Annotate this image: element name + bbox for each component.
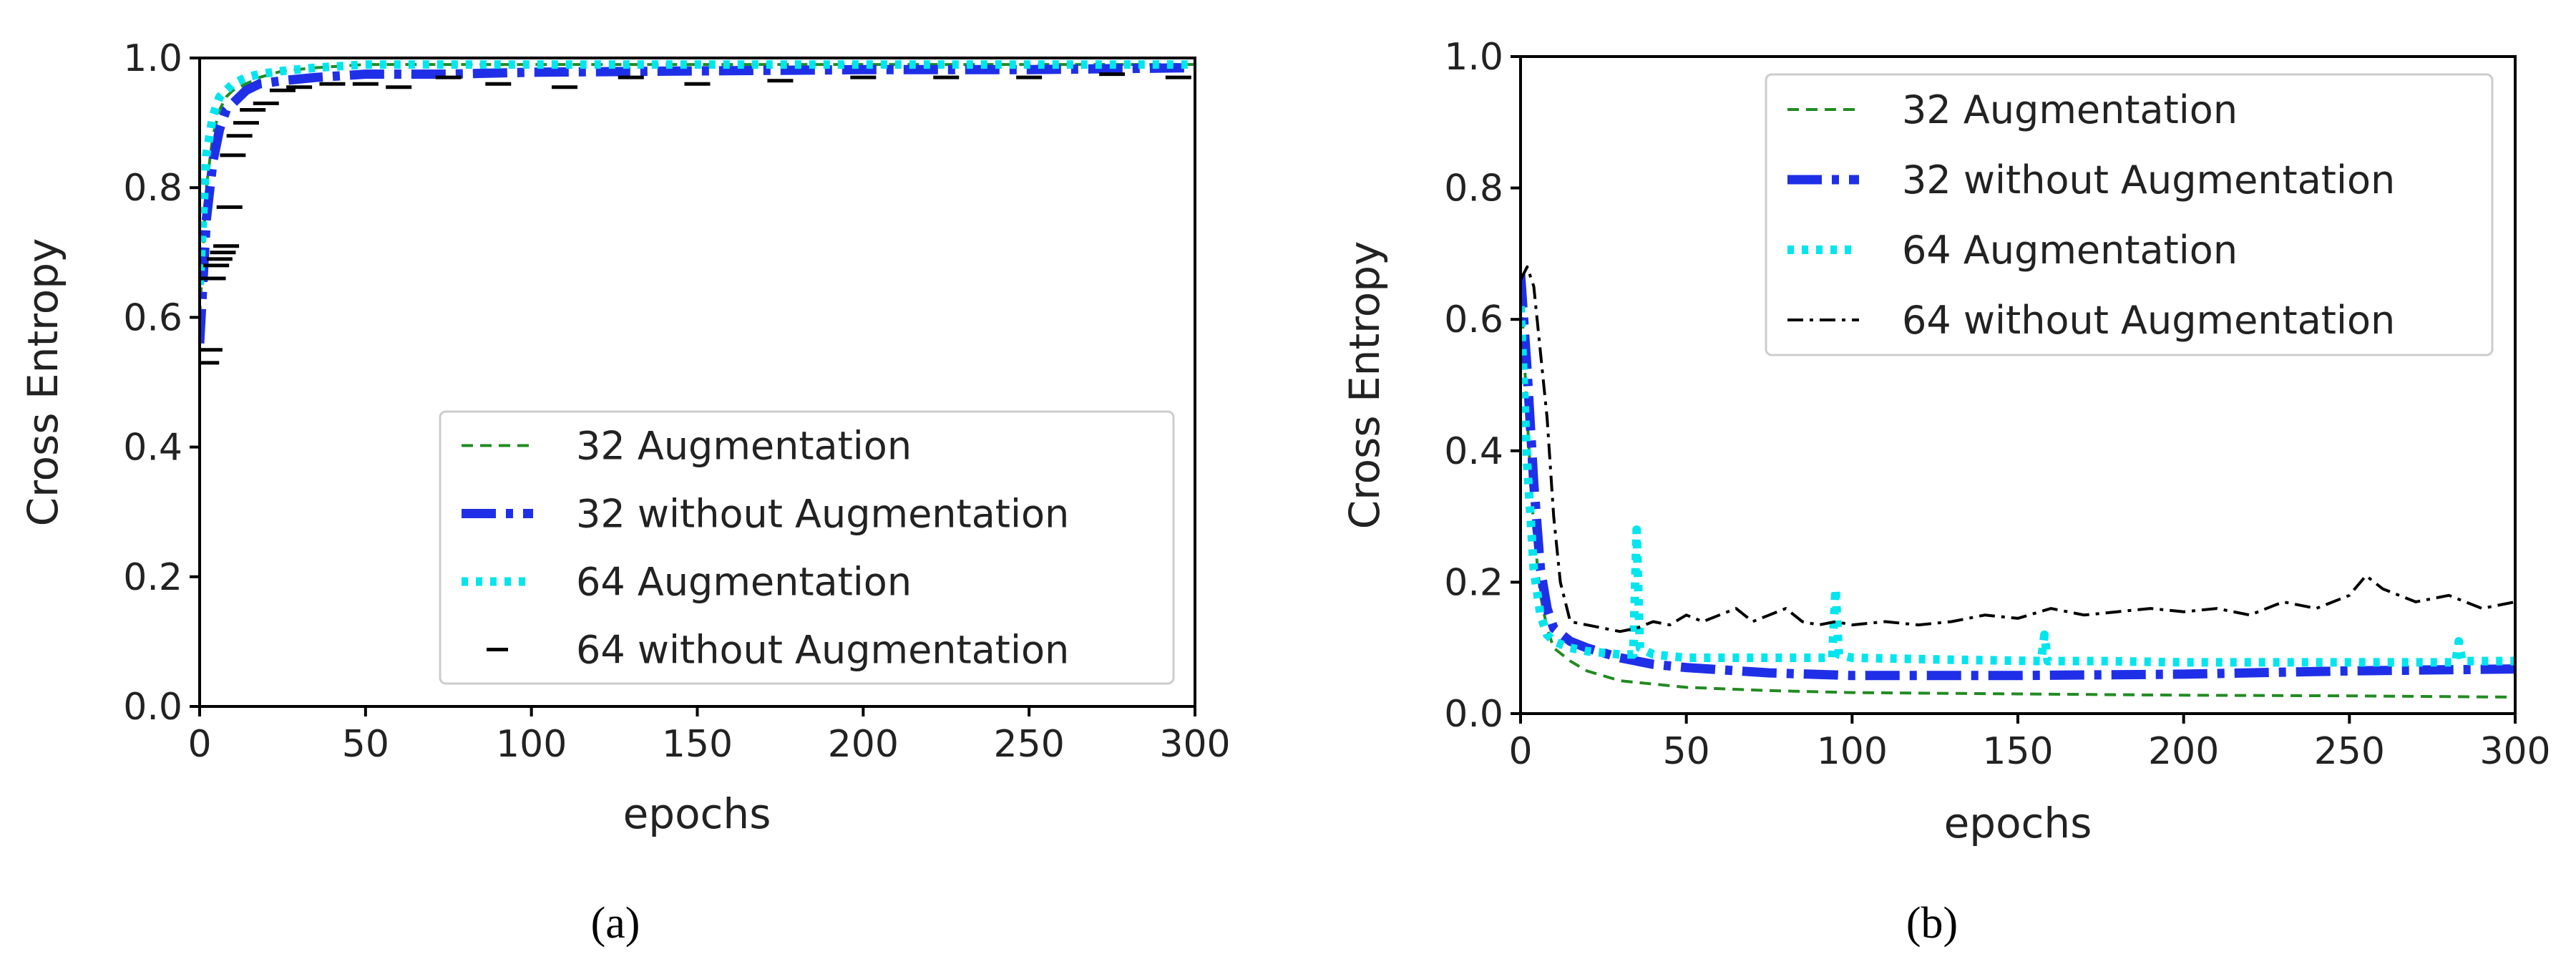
y-tick-label-b: 1.0 bbox=[1444, 36, 1503, 79]
x-tick-label-b: 100 bbox=[1817, 730, 1888, 773]
x-axis-label-a: epochs bbox=[623, 789, 771, 838]
caption-a: (a) bbox=[591, 899, 640, 948]
series-line-a-2 bbox=[200, 60, 1195, 286]
chart-panel-a: 0 50 100 150 200 250 300 0.0 0.2 0.4 0.6 0.8 1.0 32 … bbox=[19, 37, 1231, 948]
y-tick-label-b: 0.0 bbox=[1444, 693, 1503, 736]
y-axis-label-a: Cross Entropy bbox=[19, 238, 67, 527]
x-tick-label-b: 250 bbox=[2314, 730, 2385, 773]
legend-label-a-1: 32 without Augmentation bbox=[576, 492, 1069, 537]
chart-panel-b: 0 50 100 150 200 250 300 0.0 0.2 0.4 0.6 0.8 1.0 32 … bbox=[1340, 36, 2551, 948]
series-line-b-3 bbox=[1521, 265, 2515, 633]
legend-box-b bbox=[1765, 73, 2494, 356]
y-tick-label-b: 0.2 bbox=[1444, 561, 1503, 604]
x-tick-label-a: 50 bbox=[342, 723, 389, 766]
ticks-layer-b: 0 50 100 150 200 250 300 0.0 0.2 0.4 0.6 0.8 1.0 bbox=[1444, 36, 2550, 773]
y-tick-label-a: 0.4 bbox=[123, 427, 182, 470]
x-tick-label-a: 300 bbox=[1159, 723, 1230, 766]
series-layer-b bbox=[1521, 265, 2515, 699]
y-tick-label-a: 0.6 bbox=[123, 296, 182, 339]
legend-box-a bbox=[439, 410, 1175, 685]
ticks-layer-a: 0 50 100 150 200 250 300 0.0 0.2 0.4 0.6 0.8 1.0 bbox=[123, 37, 1230, 766]
legend-label-a-2: 64 Augmentation bbox=[576, 560, 912, 605]
y-tick-label-b: 0.4 bbox=[1444, 430, 1503, 473]
series-line-b-2 bbox=[1521, 306, 2515, 667]
x-tick-label-a: 150 bbox=[662, 723, 733, 766]
legend-label-b-1: 32 without Augmentation bbox=[1902, 157, 2395, 203]
x-tick-label-b: 0 bbox=[1508, 730, 1532, 773]
legend-label-b-0: 32 Augmentation bbox=[1902, 87, 2238, 132]
caption-b: (b) bbox=[1906, 899, 1958, 948]
y-tick-label-a: 1.0 bbox=[123, 37, 182, 80]
legend-label-a-0: 32 Augmentation bbox=[576, 424, 912, 469]
y-tick-label-a: 0.0 bbox=[123, 686, 182, 729]
y-tick-label-b: 0.6 bbox=[1444, 298, 1503, 341]
x-tick-label-a: 0 bbox=[187, 723, 211, 766]
legend-label-b-3: 64 without Augmentation bbox=[1902, 298, 2395, 343]
x-tick-label-b: 50 bbox=[1663, 730, 1710, 773]
x-tick-label-a: 200 bbox=[828, 723, 899, 766]
legend-b: 32 Augmentation 32 without Augmentation 64… bbox=[1765, 73, 2494, 356]
x-tick-label-b: 200 bbox=[2148, 730, 2219, 773]
x-tick-label-b: 300 bbox=[2479, 730, 2550, 773]
axes-frame-b bbox=[1519, 55, 2517, 715]
x-tick-label-a: 250 bbox=[994, 723, 1065, 766]
x-axis-label-b: epochs bbox=[1944, 799, 2092, 847]
y-axis-label-b: Cross Entropy bbox=[1340, 241, 1389, 530]
series-line-a-1 bbox=[200, 63, 1195, 344]
y-tick-label-a: 0.2 bbox=[123, 556, 182, 599]
legend-label-b-2: 64 Augmentation bbox=[1902, 228, 2238, 273]
series-line-b-0 bbox=[1521, 280, 2515, 699]
y-tick-label-a: 0.8 bbox=[123, 167, 182, 210]
legend-a: 32 Augmentation 32 without Augmentation 64… bbox=[439, 410, 1175, 685]
series-line-b-1 bbox=[1521, 273, 2515, 681]
legend-label-a-3: 64 without Augmentation bbox=[576, 628, 1069, 673]
x-tick-label-a: 100 bbox=[496, 723, 567, 766]
axes-frame-a bbox=[198, 57, 1196, 708]
y-tick-label-b: 0.8 bbox=[1444, 167, 1503, 210]
series-layer-a bbox=[200, 60, 1195, 365]
x-tick-label-b: 150 bbox=[1982, 730, 2053, 773]
series-line-a-0 bbox=[200, 63, 1195, 318]
